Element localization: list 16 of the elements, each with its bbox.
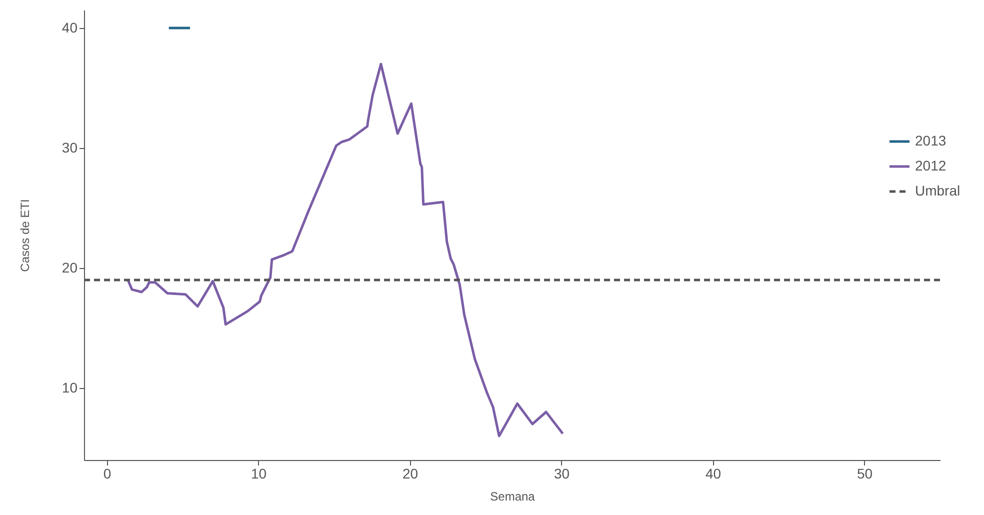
y-tick-label: 40 bbox=[62, 20, 78, 36]
x-tick-label: 40 bbox=[705, 466, 722, 482]
y-tick-label: 20 bbox=[62, 260, 78, 276]
x-tick-label: 10 bbox=[250, 466, 267, 482]
legend-label: Umbral bbox=[915, 182, 960, 198]
x-tick-label: 50 bbox=[856, 466, 873, 482]
y-tick-label: 10 bbox=[62, 380, 78, 396]
x-tick-label: 0 bbox=[103, 466, 112, 482]
y-axis-title: Casos de ETI bbox=[18, 199, 32, 272]
legend-label: 2012 bbox=[915, 158, 946, 174]
line-series bbox=[126, 62, 564, 438]
x-tick-label: 20 bbox=[402, 466, 418, 482]
y-tick-label: 30 bbox=[62, 140, 78, 156]
legend-label: 2013 bbox=[915, 132, 946, 148]
x-axis-title: Semana bbox=[490, 490, 536, 504]
x-tick-label: 30 bbox=[554, 466, 570, 482]
